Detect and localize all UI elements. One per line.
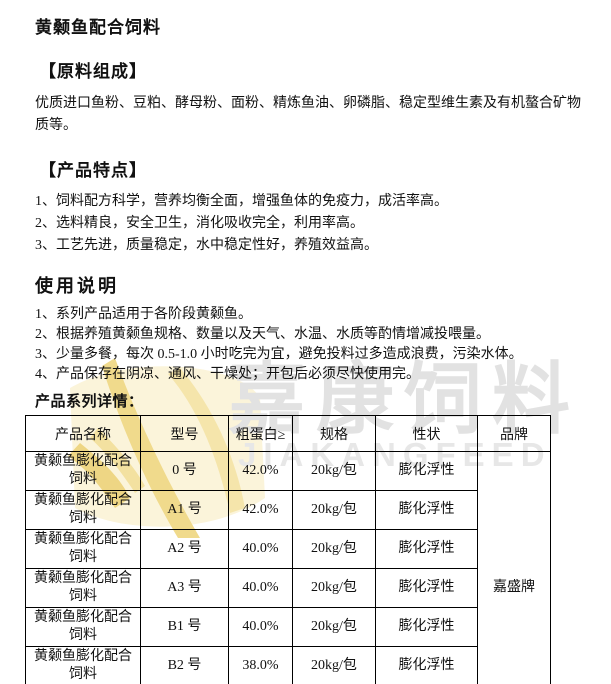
table-row: 黄颡鱼膨化配合饲料 B1 号 40.0% 20kg/包 膨化浮性 <box>25 607 551 647</box>
cell-product-name: 黄颡鱼膨化配合饲料 <box>25 490 141 530</box>
cell-protein: 40.0% <box>228 529 293 569</box>
cell-property: 膨化浮性 <box>375 451 478 491</box>
product-table: 产品名称 型号 粗蛋白≥ 规格 性状 品牌 黄颡鱼膨化配合饲料 0 号 42.0% 2… <box>25 415 551 684</box>
cell-product-name: 黄颡鱼膨化配合饲料 <box>25 607 141 647</box>
cell-product-name: 黄颡鱼膨化配合饲料 <box>25 646 141 684</box>
features-list: 1、饲料配方科学，营养均衡全面，增强鱼体的免疫力，成活率高。 2、选料精良，安全… <box>35 191 585 257</box>
table-header-row: 产品名称 型号 粗蛋白≥ 规格 性状 品牌 <box>25 415 551 452</box>
cell-model: A1 号 <box>140 490 229 530</box>
cell-property: 膨化浮性 <box>375 607 478 647</box>
col-header-product-name: 产品名称 <box>25 415 141 452</box>
cell-spec: 20kg/包 <box>292 490 376 530</box>
usage-list: 1、系列产品适用于各阶段黄颡鱼。 2、根据养殖黄颡鱼规格、数量以及天气、水温、水… <box>35 305 585 385</box>
col-header-protein: 粗蛋白≥ <box>228 415 293 452</box>
features-heading: 【产品特点】 <box>39 161 147 180</box>
cell-model: A3 号 <box>140 568 229 608</box>
feature-item: 2、选料精良，安全卫生，消化吸收完全，利用率高。 <box>35 216 364 231</box>
feature-item: 3、工艺先进，质量稳定，水中稳定性好，养殖效益高。 <box>35 238 378 253</box>
cell-product-name: 黄颡鱼膨化配合饲料 <box>25 529 141 569</box>
usage-item: 3、少量多餐，每次 0.5-1.0 小时吃完为宜，避免投料过多造成浪费，污染水体… <box>35 347 523 362</box>
cell-property: 膨化浮性 <box>375 529 478 569</box>
col-header-spec: 规格 <box>292 415 376 452</box>
usage-heading: 使用说明 <box>35 276 119 296</box>
cell-product-name: 黄颡鱼膨化配合饲料 <box>25 568 141 608</box>
cell-protein: 38.0% <box>228 646 293 684</box>
usage-item: 2、根据养殖黄颡鱼规格、数量以及天气、水温、水质等酌情增减投喂量。 <box>35 327 490 342</box>
cell-model: B2 号 <box>140 646 229 684</box>
cell-property: 膨化浮性 <box>375 646 478 684</box>
table-row: 黄颡鱼膨化配合饲料 A2 号 40.0% 20kg/包 膨化浮性 <box>25 529 551 569</box>
table-row: 黄颡鱼膨化配合饲料 B2 号 38.0% 20kg/包 膨化浮性 <box>25 646 551 684</box>
ingredients-heading: 【原料组成】 <box>39 62 147 81</box>
table-row: 黄颡鱼膨化配合饲料 0 号 42.0% 20kg/包 膨化浮性 嘉盛牌 <box>25 451 551 684</box>
cell-brand: 嘉盛牌 <box>477 451 551 684</box>
cell-product-name: 黄颡鱼膨化配合饲料 <box>25 451 141 491</box>
cell-property: 膨化浮性 <box>375 568 478 608</box>
cell-protein: 42.0% <box>228 451 293 491</box>
table-row: 黄颡鱼膨化配合饲料 A1 号 42.0% 20kg/包 膨化浮性 <box>25 490 551 530</box>
ingredients-body: 优质进口鱼粉、豆粕、酵母粉、面粉、精炼鱼油、卵磷脂、稳定型维生素及有机螯合矿物质… <box>35 96 581 133</box>
cell-spec: 20kg/包 <box>292 646 376 684</box>
product-table-section: 产品名称 型号 粗蛋白≥ 规格 性状 品牌 黄颡鱼膨化配合饲料 0 号 42.0% 2… <box>25 415 585 684</box>
table-row: 黄颡鱼膨化配合饲料 A3 号 40.0% 20kg/包 膨化浮性 <box>25 568 551 608</box>
cell-model: A2 号 <box>140 529 229 569</box>
cell-model: B1 号 <box>140 607 229 647</box>
page-title: 黄颡鱼配合饲料 <box>35 18 161 37</box>
cell-protein: 40.0% <box>228 607 293 647</box>
cell-spec: 20kg/包 <box>292 529 376 569</box>
cell-model: 0 号 <box>140 451 229 491</box>
usage-item: 4、产品保存在阴凉、通风、干燥处；开包后必须尽快使用完。 <box>35 367 420 382</box>
col-header-property: 性状 <box>375 415 478 452</box>
usage-item: 1、系列产品适用于各阶段黄颡鱼。 <box>35 307 252 322</box>
product-table-body: 黄颡鱼膨化配合饲料 0 号 42.0% 20kg/包 膨化浮性 嘉盛牌 黄颡鱼膨化配合饲料 A… <box>25 451 551 684</box>
col-header-brand: 品牌 <box>477 415 551 452</box>
product-series-label: 产品系列详情： <box>35 394 144 410</box>
cell-protein: 42.0% <box>228 490 293 530</box>
col-header-model: 型号 <box>140 415 229 452</box>
cell-spec: 20kg/包 <box>292 568 376 608</box>
cell-property: 膨化浮性 <box>375 490 478 530</box>
cell-spec: 20kg/包 <box>292 607 376 647</box>
cell-spec: 20kg/包 <box>292 451 376 491</box>
feature-item: 1、饲料配方科学，营养均衡全面，增强鱼体的免疫力，成活率高。 <box>35 194 448 209</box>
cell-protein: 40.0% <box>228 568 293 608</box>
